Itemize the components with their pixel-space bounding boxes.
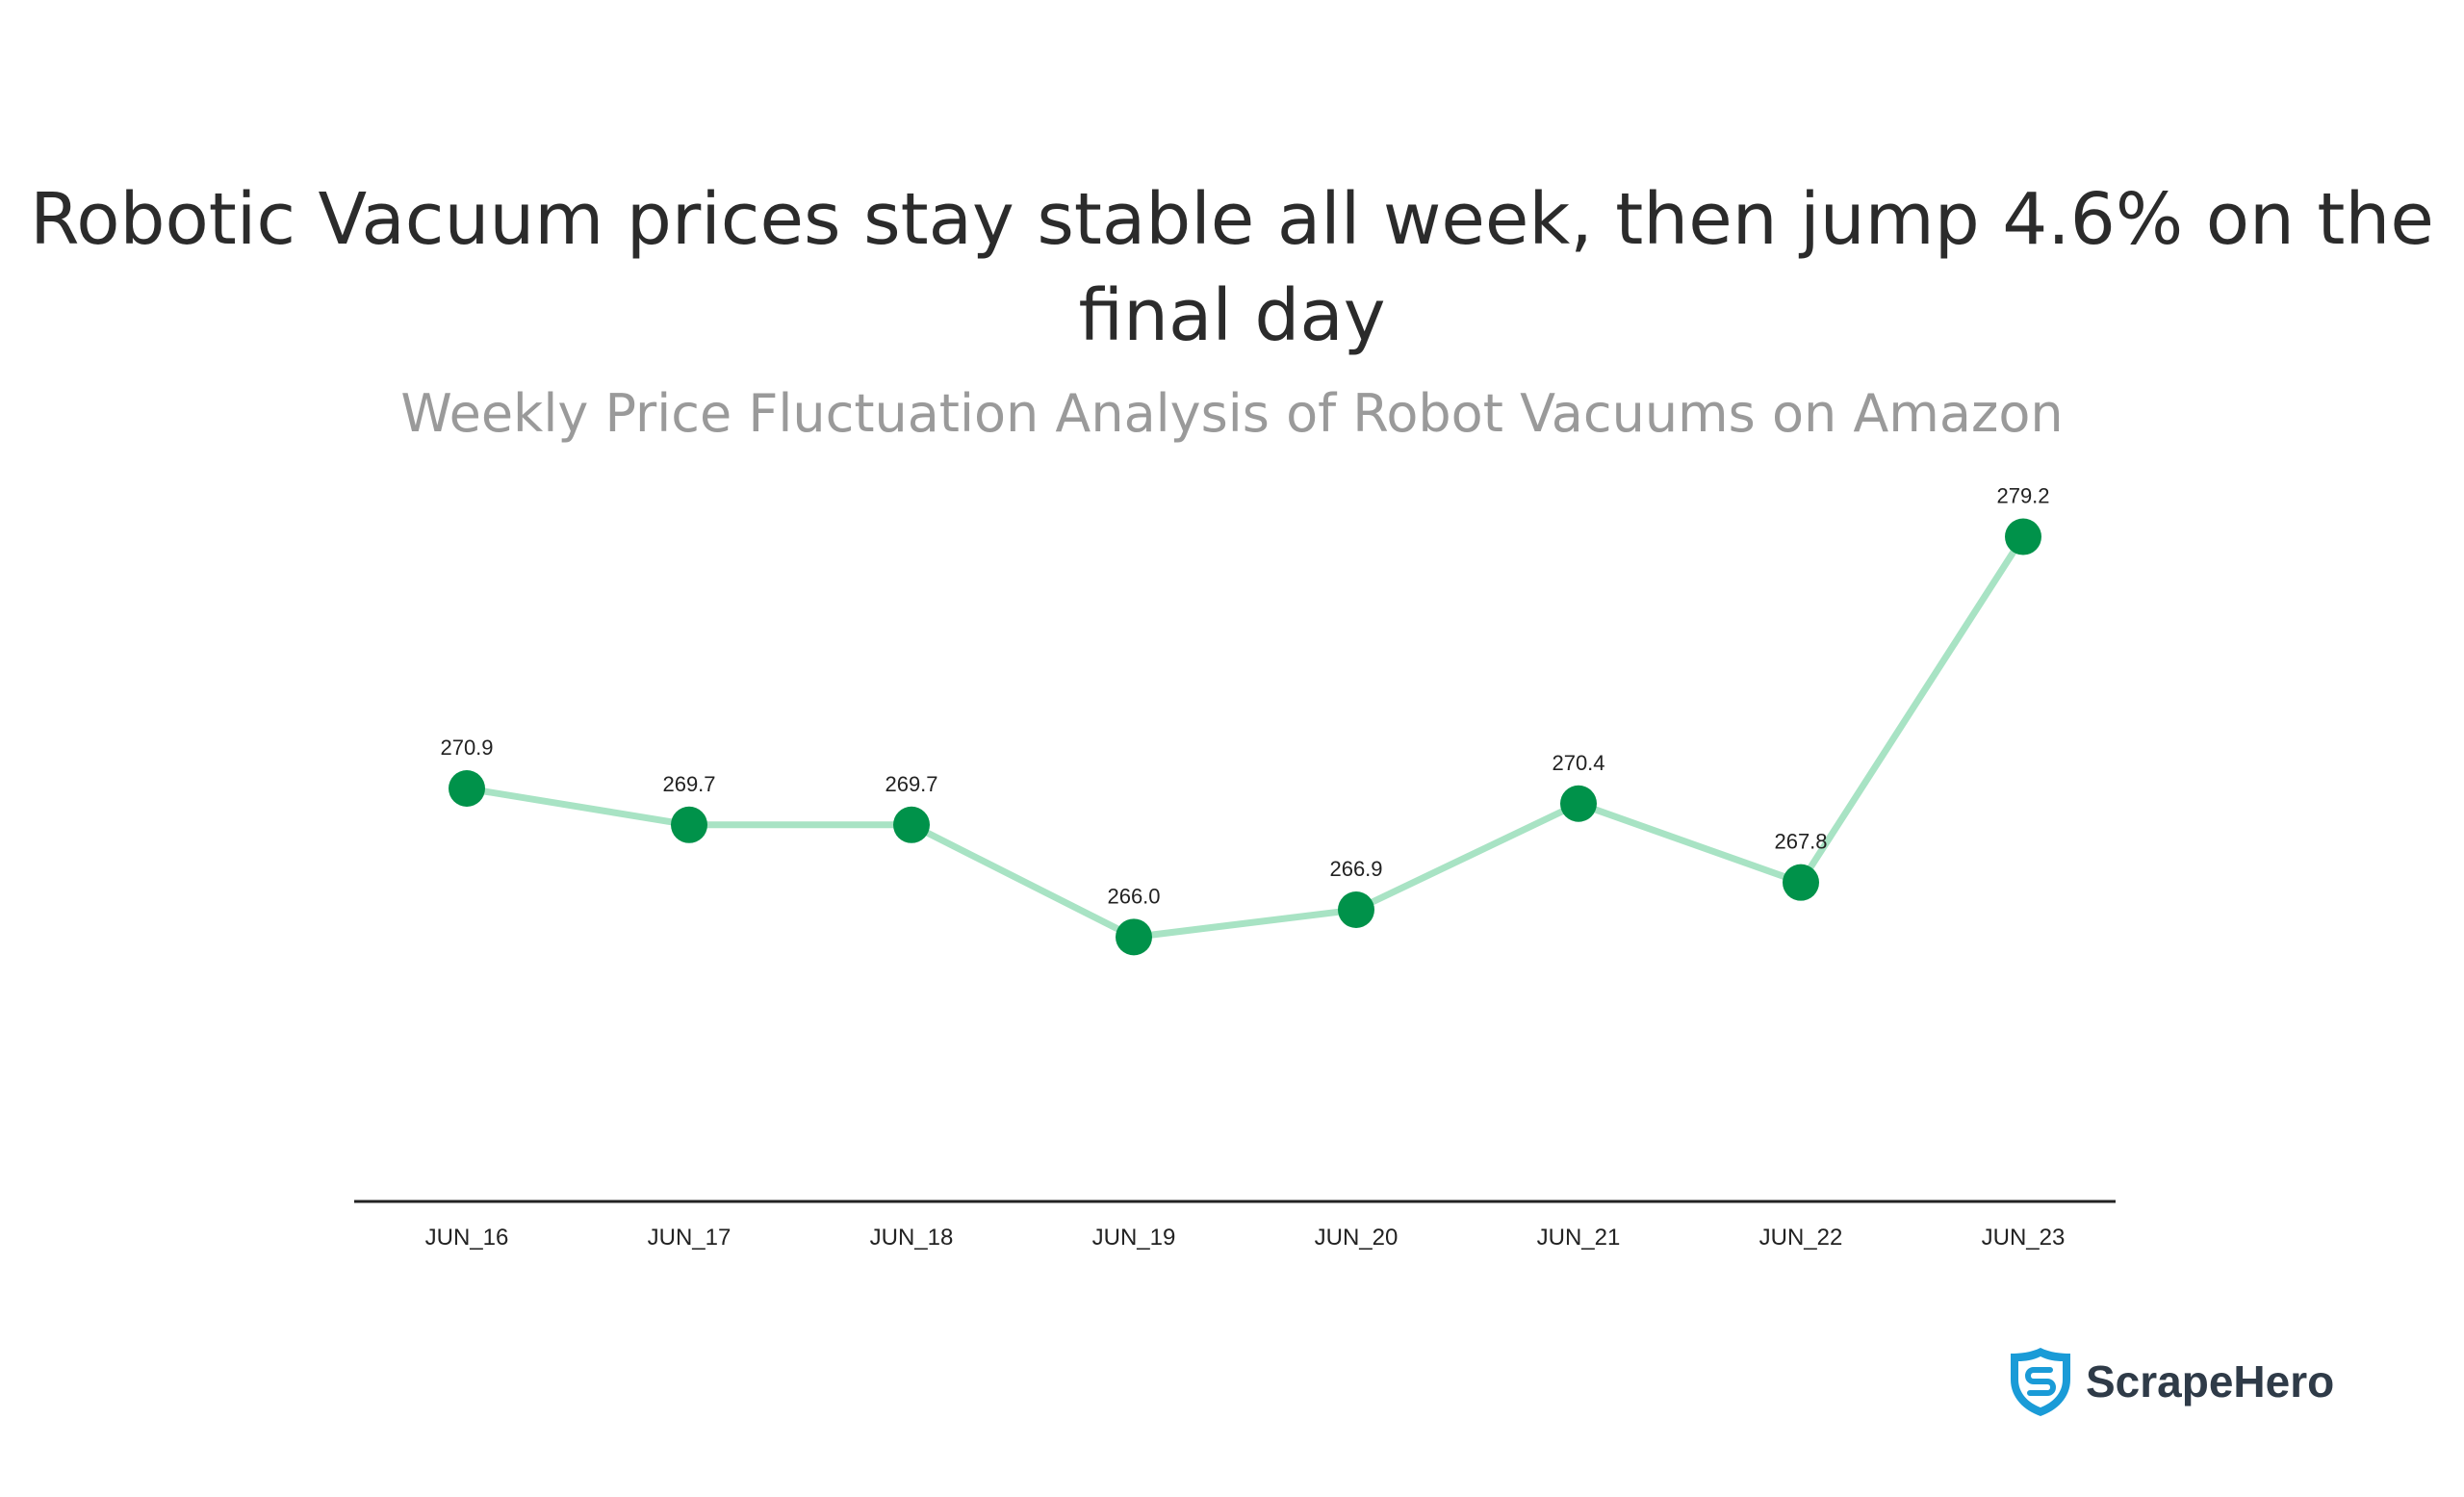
series-line-segment — [908, 821, 1138, 941]
data-label: 270.4 — [1552, 751, 1604, 775]
scrapehero-logo: ScrapeHero — [2007, 1343, 2334, 1420]
series-line-segment — [1797, 533, 2027, 887]
data-label: 269.7 — [885, 772, 937, 796]
data-label: 267.8 — [1774, 830, 1827, 854]
data-label: 270.9 — [440, 736, 493, 760]
data-point — [1338, 891, 1374, 928]
logo-text: ScrapeHero — [2086, 1356, 2335, 1407]
data-label: 269.7 — [662, 772, 715, 796]
x-tick-label: JUN_16 — [425, 1225, 509, 1251]
x-tick-label: JUN_18 — [870, 1225, 954, 1251]
data-label: 266.0 — [1107, 884, 1160, 908]
x-tick-label: JUN_20 — [1315, 1225, 1399, 1251]
value-label-layer: 270.9 269.7 269.7 266.0 266.9 270.4 267.8 279.2 — [440, 484, 2049, 909]
series-line-layer — [463, 533, 2027, 941]
tick-label-layer: JUN_16 JUN_17 JUN_18 JUN_19 JUN_20 JUN_21 JUN_… — [425, 1225, 2066, 1251]
data-point — [1560, 785, 1597, 822]
marker-layer — [449, 518, 2041, 956]
data-label: 266.9 — [1329, 857, 1382, 881]
data-point — [449, 770, 485, 807]
data-point — [1116, 918, 1152, 956]
series-line-segment — [1575, 800, 1805, 887]
x-tick-label: JUN_17 — [648, 1225, 732, 1251]
x-tick-label: JUN_19 — [1092, 1225, 1176, 1251]
x-tick-label: JUN_22 — [1759, 1225, 1843, 1251]
chart-title: Robotic Vacuum prices stay stable all we… — [30, 178, 2434, 357]
data-point — [1783, 864, 1819, 901]
data-label: 279.2 — [1996, 484, 2049, 508]
x-tick-label: JUN_23 — [1982, 1225, 2066, 1251]
data-point — [671, 806, 707, 843]
data-point — [2005, 518, 2041, 555]
data-point — [893, 806, 930, 843]
series-line-segment — [1130, 906, 1360, 941]
chart-subtitle: Weekly Price Fluctuation Analysis of Rob… — [400, 383, 2064, 444]
series-line-segment — [463, 785, 693, 829]
shield-s-icon — [2011, 1348, 2070, 1416]
series-line-segment — [1352, 800, 1582, 914]
x-tick-label: JUN_21 — [1537, 1225, 1621, 1251]
